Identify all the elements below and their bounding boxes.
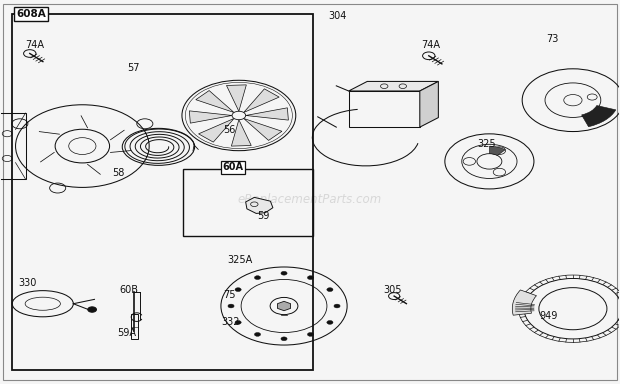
Text: 59: 59 [257, 211, 270, 221]
Text: 56: 56 [223, 125, 236, 136]
Polygon shape [231, 120, 251, 146]
Bar [131, 314, 138, 339]
Circle shape [281, 271, 287, 275]
Wedge shape [512, 290, 536, 315]
Polygon shape [196, 91, 234, 113]
Circle shape [308, 276, 314, 280]
Polygon shape [244, 89, 279, 113]
Circle shape [327, 288, 333, 291]
Text: 73: 73 [546, 33, 559, 43]
Polygon shape [246, 197, 273, 214]
Text: 74A: 74A [25, 40, 45, 50]
Circle shape [228, 304, 234, 308]
Circle shape [308, 333, 314, 336]
Bar [12, 14, 313, 370]
Polygon shape [420, 81, 438, 127]
Wedge shape [582, 106, 616, 127]
Bar [183, 169, 313, 236]
Circle shape [88, 307, 97, 312]
Polygon shape [278, 301, 291, 311]
Bar [348, 91, 420, 127]
Polygon shape [244, 119, 282, 141]
Polygon shape [246, 108, 288, 120]
Circle shape [235, 288, 241, 291]
Text: 304: 304 [329, 11, 347, 21]
Circle shape [327, 321, 333, 324]
Text: 325A: 325A [228, 255, 253, 265]
Text: eReplacementParts.com: eReplacementParts.com [238, 193, 382, 206]
Polygon shape [189, 111, 232, 123]
Circle shape [281, 337, 287, 341]
Text: 60B: 60B [120, 285, 138, 295]
Polygon shape [198, 119, 234, 142]
Circle shape [254, 276, 260, 280]
Text: 608A: 608A [16, 9, 46, 19]
Text: 305: 305 [383, 285, 402, 295]
Polygon shape [348, 81, 438, 91]
Text: 75: 75 [223, 290, 236, 300]
Text: 949: 949 [539, 311, 557, 321]
Circle shape [254, 333, 260, 336]
Bar [0, 113, 25, 179]
Text: 332: 332 [221, 317, 239, 327]
Circle shape [235, 321, 241, 324]
Text: 59A: 59A [117, 328, 136, 338]
Text: 60A: 60A [222, 162, 243, 172]
Polygon shape [226, 85, 246, 111]
Text: 57: 57 [128, 63, 140, 73]
Text: 58: 58 [112, 168, 125, 178]
Wedge shape [489, 146, 505, 156]
Text: 74A: 74A [422, 40, 440, 50]
Circle shape [334, 304, 340, 308]
Text: 325: 325 [477, 139, 495, 149]
Text: 330: 330 [18, 278, 37, 288]
